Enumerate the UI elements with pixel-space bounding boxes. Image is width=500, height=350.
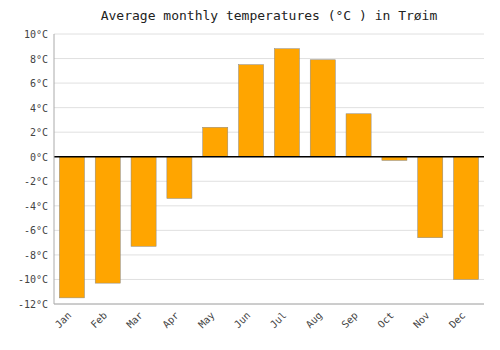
- bar: [418, 157, 443, 238]
- x-tick-label: Jul: [268, 310, 289, 331]
- grid-line: [54, 304, 484, 305]
- bar: [131, 157, 156, 247]
- page: {"chart_data": {"type": "bar", "title": …: [0, 0, 500, 350]
- x-tick-label: Aug: [304, 310, 325, 331]
- y-tick-label: -4°C: [24, 201, 48, 212]
- y-tick-label: 10°C: [24, 29, 48, 40]
- x-tick-label: Apr: [160, 310, 181, 331]
- y-tick-label: 8°C: [30, 54, 48, 65]
- bar: [239, 65, 264, 157]
- x-tick-label: Dec: [447, 310, 468, 331]
- bar: [310, 60, 335, 157]
- y-tick-label: 0°C: [30, 152, 48, 163]
- x-tick-label: Mar: [124, 310, 145, 331]
- chart-container: Average monthly temperatures (°C ) in Tr…: [0, 0, 500, 350]
- bar: [95, 157, 120, 283]
- zero-line: [54, 156, 484, 158]
- bar: [454, 157, 479, 280]
- y-tick-label: -2°C: [24, 176, 48, 187]
- y-tick-label: -12°C: [18, 299, 48, 310]
- grid-line: [54, 83, 484, 84]
- grid-line: [54, 34, 484, 35]
- x-axis-line: [54, 304, 484, 305]
- x-tick-label: Jun: [232, 310, 253, 331]
- grid-line: [54, 58, 484, 59]
- x-tick-label: Sep: [339, 310, 360, 331]
- y-tick-label: 2°C: [30, 127, 48, 138]
- y-tick-label: -8°C: [24, 250, 48, 261]
- bar: [203, 127, 228, 156]
- grid-line: [54, 107, 484, 108]
- grid: [54, 34, 484, 304]
- y-tick-label: -10°C: [18, 274, 48, 285]
- title: Average monthly temperatures (°C ) in Tr…: [101, 8, 438, 23]
- y-axis-line: [54, 34, 55, 304]
- grid-line: [54, 156, 484, 157]
- x-tick-label: Nov: [411, 310, 432, 331]
- bars: [59, 49, 478, 298]
- bar: [274, 49, 299, 157]
- grid-line: [54, 132, 484, 133]
- x-tick-label: Oct: [375, 310, 396, 331]
- x-tick-label: Feb: [89, 310, 110, 331]
- x-tick-label: May: [196, 310, 217, 331]
- chart-svg: Average monthly temperatures (°C ) in Tr…: [0, 0, 500, 350]
- x-tick-label: Jan: [53, 310, 74, 331]
- bar: [346, 114, 371, 157]
- y-tick-label: 4°C: [30, 103, 48, 114]
- bar: [167, 157, 192, 199]
- bar: [59, 157, 84, 298]
- y-tick-label: -6°C: [24, 225, 48, 236]
- y-tick-label: 6°C: [30, 78, 48, 89]
